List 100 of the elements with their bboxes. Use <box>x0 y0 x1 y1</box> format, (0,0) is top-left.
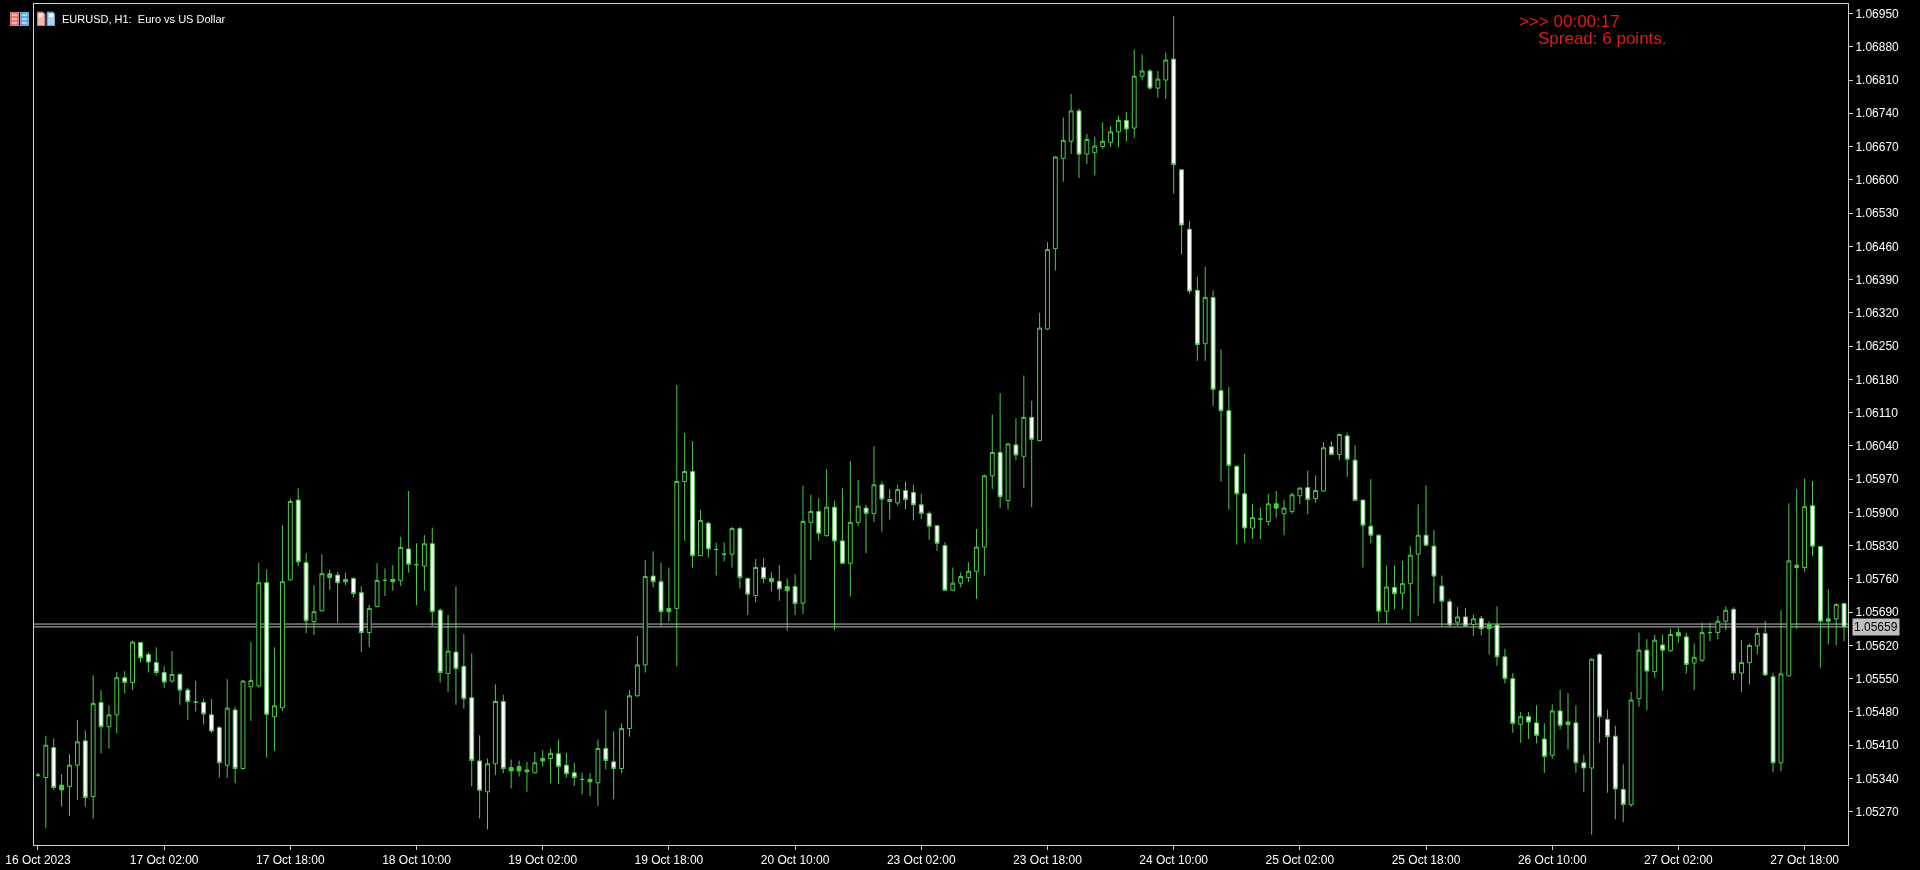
candlestick <box>666 567 672 623</box>
candlestick <box>445 614 451 693</box>
candlestick <box>548 748 554 784</box>
candlestick <box>1478 615 1484 636</box>
candlestick <box>887 488 893 521</box>
candlestick <box>1691 643 1697 691</box>
candlestick <box>461 633 467 710</box>
candlestick <box>934 524 940 552</box>
candlestick <box>1313 474 1319 504</box>
candlestick <box>1163 51 1169 100</box>
candlestick <box>1139 53 1145 81</box>
candlestick <box>1100 121 1106 150</box>
candlestick <box>974 528 979 600</box>
candlestick <box>1297 486 1303 505</box>
candlestick <box>776 564 782 602</box>
candlestick <box>1660 634 1666 692</box>
candlestick <box>839 487 845 565</box>
candlestick <box>1573 704 1579 774</box>
candlestick <box>429 527 435 627</box>
x-tick-label: 25 Oct 18:00 <box>1391 853 1461 868</box>
y-tick-label: 1.06670 <box>1855 139 1900 154</box>
candlestick <box>753 558 759 603</box>
candlestick <box>1226 386 1232 511</box>
candlestick <box>59 773 65 808</box>
candlestick <box>918 493 924 520</box>
candlestick <box>958 571 964 588</box>
x-tick-label: 23 Oct 18:00 <box>1013 853 1083 868</box>
candlestick <box>1518 711 1524 744</box>
candlestick <box>1802 478 1808 573</box>
x-tick-label: 24 Oct 10:00 <box>1139 853 1209 868</box>
candlestick <box>232 706 238 784</box>
candlestick <box>1179 168 1184 255</box>
candlestick <box>1557 689 1563 731</box>
candlestick <box>950 567 956 592</box>
candlestick <box>1021 375 1027 489</box>
candlestick <box>871 445 877 523</box>
candlestick <box>516 759 522 778</box>
candlestick <box>1187 220 1192 295</box>
candlestick <box>855 479 861 527</box>
candlestick <box>690 440 695 569</box>
candlestick <box>540 749 546 768</box>
candlestick <box>303 552 309 634</box>
candlestick <box>1652 634 1658 679</box>
candlestick <box>674 384 680 667</box>
candlestick <box>966 561 972 583</box>
candlestick <box>130 640 136 691</box>
candlestick <box>1242 453 1248 544</box>
candlestick <box>1415 503 1421 617</box>
candlestick <box>1045 241 1050 331</box>
candlestick <box>571 762 577 787</box>
candlestick <box>1210 290 1216 407</box>
candlestick <box>1344 432 1350 478</box>
candlestick <box>1620 763 1626 823</box>
candlestick <box>816 497 822 542</box>
candlestick <box>1486 620 1492 655</box>
candlestick <box>658 562 664 627</box>
candlestick <box>1218 348 1224 483</box>
candlestick <box>169 650 175 683</box>
candlestick <box>1463 607 1468 628</box>
candlestick <box>106 704 112 750</box>
y-tick-label: 1.06460 <box>1855 239 1900 254</box>
candlestick <box>248 641 254 722</box>
candlestick <box>792 573 798 616</box>
y-tick-label: 1.06740 <box>1855 106 1900 121</box>
candlestick <box>737 526 743 589</box>
candlestick <box>469 653 475 788</box>
candlestick <box>1770 672 1776 773</box>
candlestick <box>1250 503 1255 540</box>
candlestick <box>500 694 506 774</box>
y-tick-label: 1.05550 <box>1855 671 1900 686</box>
annotation: >>> 00:00:17 <box>1519 12 1620 31</box>
candlestick <box>1116 115 1121 148</box>
candlestick <box>1597 652 1602 744</box>
candlestick <box>808 494 814 561</box>
candlestick <box>603 709 609 770</box>
candlestick <box>1384 565 1390 626</box>
candlestick <box>1147 68 1153 91</box>
candlestick <box>477 734 483 819</box>
candlestick <box>485 758 490 830</box>
candlestick <box>832 500 837 631</box>
candlestick <box>800 485 806 615</box>
candlestick <box>382 567 388 597</box>
candlestick <box>1746 643 1752 685</box>
ref-line-label: 1.05659 <box>1854 620 1898 634</box>
candlestick <box>1644 638 1650 711</box>
candlestick <box>492 683 498 776</box>
candlestick <box>1605 709 1610 794</box>
candlestick <box>1455 606 1461 627</box>
x-tick-label: 23 Oct 02:00 <box>886 853 956 868</box>
y-tick-label: 1.05970 <box>1855 472 1900 487</box>
candlestick <box>193 680 199 712</box>
candlestick <box>1833 602 1839 646</box>
candlestick <box>153 646 159 676</box>
candlestick <box>177 672 183 706</box>
x-tick-label: 20 Oct 10:00 <box>760 853 830 868</box>
candlestick <box>145 651 151 674</box>
candlestick <box>43 735 49 829</box>
candlestick <box>161 665 167 689</box>
candlestick <box>1336 433 1342 461</box>
candlestick <box>595 739 601 807</box>
